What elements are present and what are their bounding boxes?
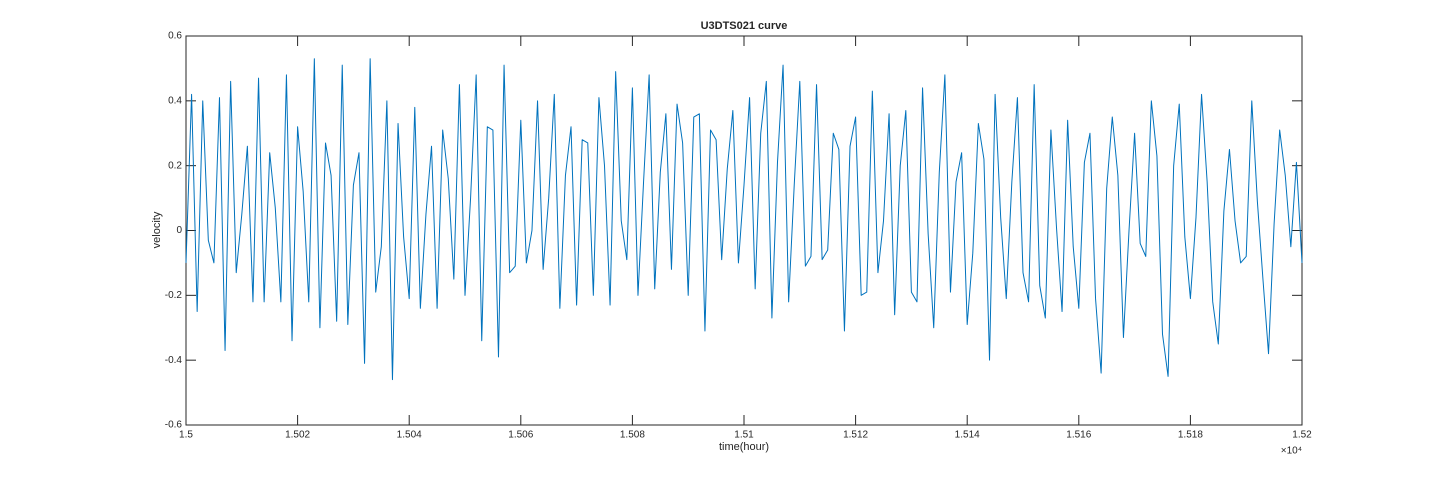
x-tick-label: 1.506 — [508, 430, 533, 441]
x-tick-label: 1.5 — [179, 430, 193, 441]
x-tick-label: 1.514 — [955, 430, 980, 441]
x-axis-label: time(hour) — [719, 441, 769, 453]
x-tick-label: 1.516 — [1066, 430, 1091, 441]
y-tick-label: 0.4 — [168, 95, 182, 106]
y-tick-label: 0.6 — [168, 31, 182, 42]
data-line — [185, 58, 1303, 381]
x-tick-label: 1.502 — [285, 430, 310, 441]
x-multiplier: ×10⁴ — [1281, 446, 1302, 457]
y-tick-label: -0.4 — [165, 355, 183, 366]
x-tick-label: 1.504 — [397, 430, 422, 441]
y-tick-label: -0.2 — [165, 290, 183, 301]
x-tick-label: 1.518 — [1178, 430, 1203, 441]
x-tick-label: 1.52 — [1292, 430, 1312, 441]
x-tick-label: 1.51 — [734, 430, 754, 441]
x-tick-label: 1.512 — [843, 430, 868, 441]
x-tick-label: 1.508 — [620, 430, 645, 441]
chart-title: U3DTS021 curve — [701, 20, 788, 32]
y-axis-label: velocity — [151, 211, 163, 248]
y-tick-label: 0.2 — [168, 160, 182, 171]
y-tick-label: 0 — [176, 225, 182, 236]
y-tick-label: -0.6 — [165, 420, 183, 431]
